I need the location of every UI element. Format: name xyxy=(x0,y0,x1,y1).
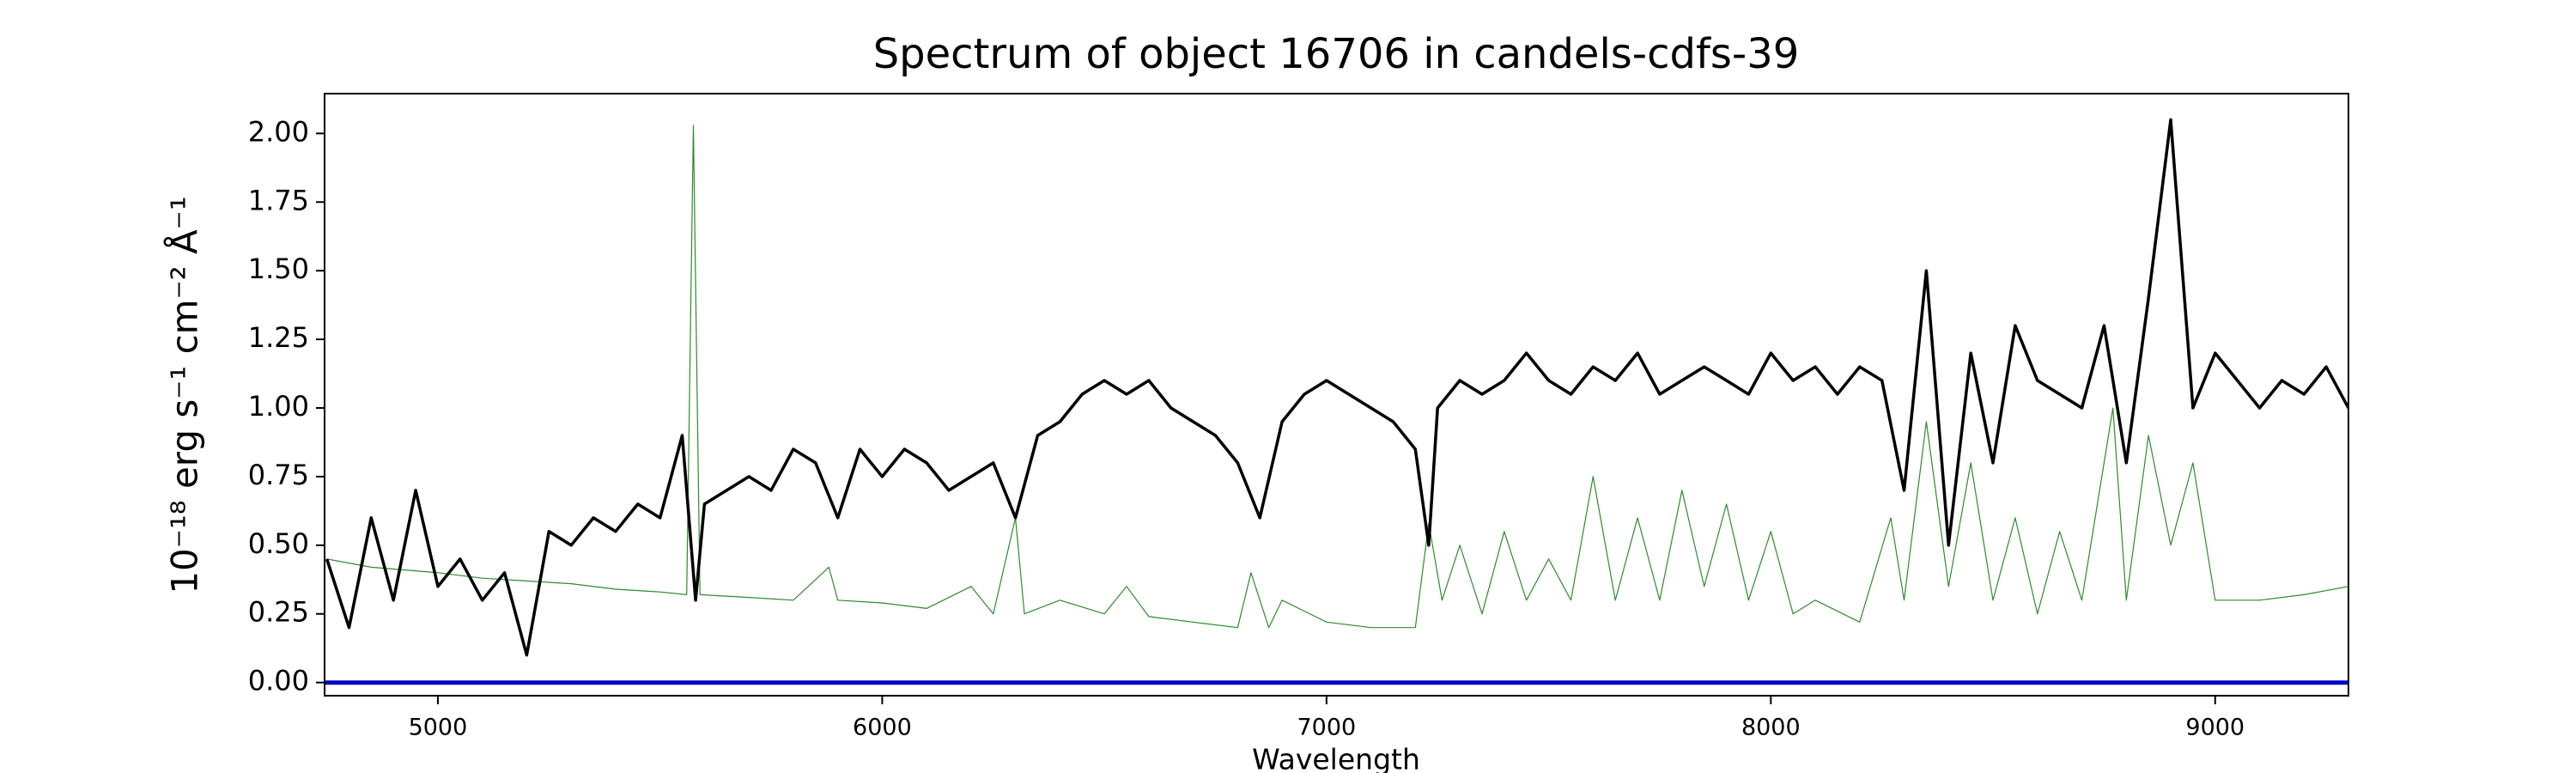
y-tick-label: 1.50 xyxy=(248,253,309,285)
x-tick-label: 6000 xyxy=(853,715,912,741)
x-tick-label: 9000 xyxy=(2185,715,2245,741)
y-tick-label: 1.25 xyxy=(248,321,309,354)
y-tick-label: 0.25 xyxy=(248,596,309,629)
x-tick-label: 8000 xyxy=(1741,715,1801,741)
chart-title: Spectrum of object 16706 in candels-cdfs… xyxy=(873,30,1800,78)
x-tick-label: 7000 xyxy=(1297,715,1356,741)
y-tick-label: 0.00 xyxy=(248,665,309,697)
y-tick-label: 1.75 xyxy=(248,184,309,216)
y-tick-label: 1.00 xyxy=(248,390,309,423)
y-tick-label: 0.50 xyxy=(248,527,309,560)
y-tick-label: 0.75 xyxy=(248,459,309,491)
series-line xyxy=(325,118,2348,657)
series-line xyxy=(326,125,2348,629)
x-tick-label: 5000 xyxy=(409,715,468,741)
y-tick-label: 2.00 xyxy=(248,115,309,148)
x-axis-label: Wavelength xyxy=(1252,743,1420,773)
plot-frame xyxy=(324,93,2349,697)
y-axis-label: 10⁻¹⁸ erg s⁻¹ cm⁻² Å⁻¹ xyxy=(163,196,206,593)
